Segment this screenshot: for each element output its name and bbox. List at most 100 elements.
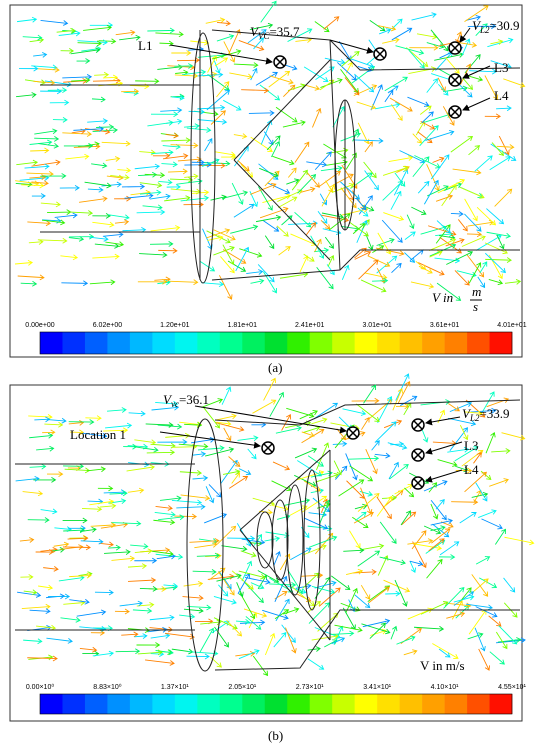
streamline <box>207 573 235 580</box>
streamline <box>454 270 470 286</box>
streamline <box>411 12 437 21</box>
streamline <box>76 609 107 617</box>
colorbar-segment <box>107 694 131 714</box>
streamline <box>197 118 228 125</box>
streamline <box>348 455 380 462</box>
streamline <box>377 25 397 32</box>
streamline <box>152 550 174 557</box>
streamline <box>490 39 504 45</box>
unit-label: V in <box>432 290 453 305</box>
streamline <box>183 581 204 587</box>
streamline <box>384 89 394 103</box>
streamline <box>180 494 211 501</box>
streamline <box>276 225 289 237</box>
streamline <box>375 421 397 442</box>
geometry <box>15 399 521 672</box>
streamline <box>183 607 204 614</box>
streamline <box>33 52 48 58</box>
streamline <box>406 214 415 230</box>
streamline <box>475 482 488 502</box>
streamline <box>442 106 455 126</box>
streamline <box>40 19 69 26</box>
streamline <box>498 625 518 645</box>
streamline <box>179 613 196 620</box>
colorbar-segment <box>377 332 400 354</box>
streamline <box>171 499 203 506</box>
label: V <box>250 24 260 39</box>
streamline <box>73 126 105 132</box>
streamline <box>412 156 430 178</box>
streamline <box>134 439 157 446</box>
streamline <box>352 128 360 142</box>
streamline <box>324 639 338 648</box>
colorbar-segment <box>399 694 423 714</box>
streamline <box>205 447 235 457</box>
streamline <box>345 587 358 614</box>
streamline <box>89 279 116 286</box>
streamline <box>31 64 58 71</box>
colorbar-segment <box>287 694 311 714</box>
streamline <box>361 204 375 212</box>
streamline <box>139 189 162 196</box>
streamline <box>466 231 483 238</box>
label: V <box>163 392 173 407</box>
colorbar-segment <box>399 332 423 354</box>
streamline <box>150 111 179 118</box>
streamline <box>163 583 179 589</box>
streamline <box>346 480 365 499</box>
colorbar-frame <box>39 331 513 355</box>
streamline <box>315 472 340 483</box>
streamline <box>247 448 257 460</box>
streamline <box>134 548 153 555</box>
streamline <box>379 521 397 544</box>
streamline <box>146 449 176 456</box>
streamline <box>241 87 270 94</box>
streamline <box>453 594 475 603</box>
streamline <box>447 417 477 427</box>
streamline <box>403 649 418 656</box>
streamline <box>400 510 411 526</box>
streamline <box>445 238 465 247</box>
streamline <box>97 485 114 492</box>
streamline <box>475 556 491 565</box>
streamline <box>216 81 230 98</box>
streamline <box>42 429 56 436</box>
streamline <box>198 162 226 169</box>
streamline <box>54 212 78 219</box>
streamline <box>311 417 328 425</box>
streamline <box>114 195 132 202</box>
streamline <box>361 417 370 430</box>
streamline <box>491 448 511 454</box>
streamline <box>338 479 365 497</box>
streamline <box>450 135 474 153</box>
streamline <box>218 570 232 590</box>
streamline <box>408 49 425 69</box>
streamline <box>305 170 320 188</box>
colorbar-tick-label: 1.20e+01 <box>160 322 189 329</box>
streamline <box>359 543 385 551</box>
streamline <box>60 47 75 54</box>
streamline <box>220 256 235 274</box>
streamline <box>391 104 403 122</box>
caption: (a) <box>268 360 282 375</box>
streamline <box>428 482 438 493</box>
streamline <box>47 593 71 600</box>
streamline <box>287 569 303 594</box>
streamline <box>435 194 454 202</box>
streamline <box>255 71 278 86</box>
streamline <box>375 247 405 257</box>
streamline <box>370 628 387 636</box>
streamline <box>495 631 508 650</box>
streamline <box>392 388 404 411</box>
streamline <box>69 598 90 605</box>
colorbar: 0.00×10⁰ 8.83×10⁰ 1.37×10¹ 2.05×10¹ 2.73×10¹… <box>26 683 527 715</box>
streamline <box>372 245 385 254</box>
streamline <box>264 235 275 250</box>
streamline <box>63 527 85 534</box>
streamline <box>145 659 175 666</box>
streamline <box>67 210 94 216</box>
streamline <box>132 607 153 614</box>
streamline <box>390 625 398 640</box>
streamline <box>65 153 90 160</box>
streamline <box>364 170 379 191</box>
